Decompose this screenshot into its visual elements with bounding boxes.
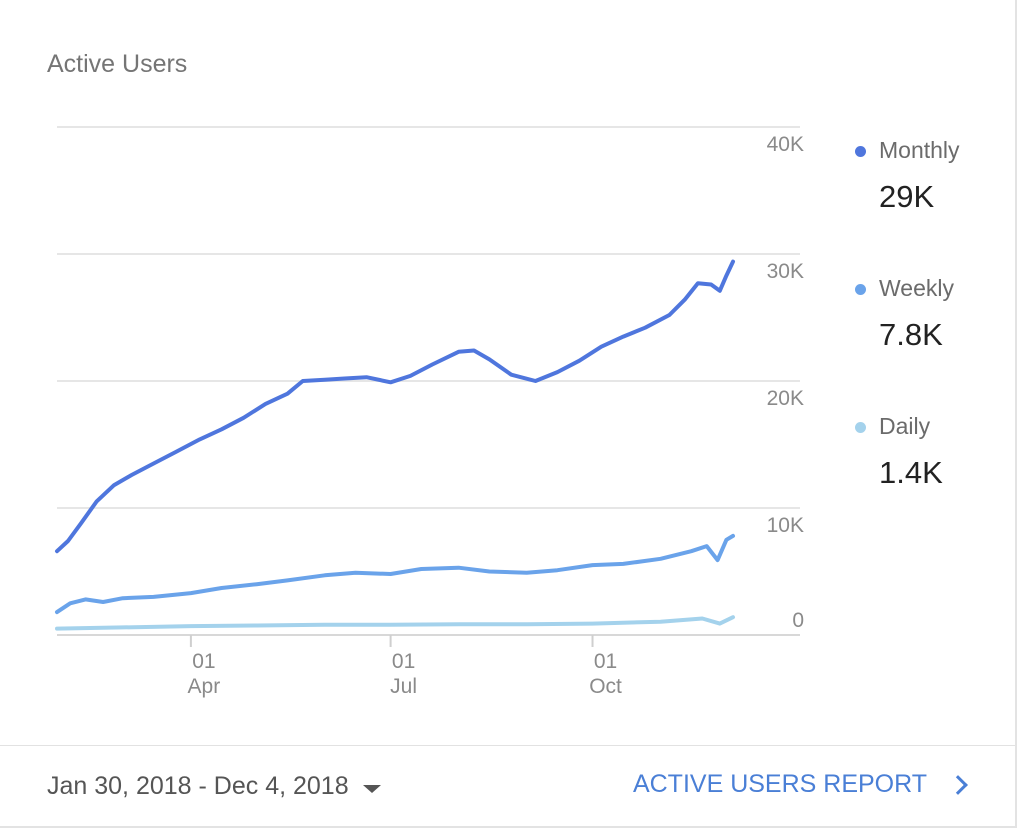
y-tick-label: 40K bbox=[767, 133, 804, 156]
x-tick-month-label: Oct bbox=[589, 675, 622, 698]
x-tick-day-label: 01 bbox=[192, 650, 215, 673]
legend-dot-icon bbox=[855, 284, 866, 295]
series-line-daily bbox=[55, 615, 735, 631]
y-tick-label: 20K bbox=[767, 387, 804, 410]
legend-dot-icon bbox=[855, 146, 866, 157]
x-tick-month-label: Apr bbox=[188, 675, 221, 698]
series-line-monthly bbox=[55, 259, 735, 554]
footer-divider bbox=[0, 745, 1015, 746]
active-users-report-link[interactable]: ACTIVE USERS REPORT bbox=[633, 770, 971, 799]
legend-name: Daily bbox=[879, 413, 931, 439]
x-tick-month-label: Jul bbox=[390, 675, 417, 698]
x-tick-day-label: 01 bbox=[594, 650, 617, 673]
legend-name: Monthly bbox=[879, 137, 960, 163]
legend-value: 1.4K bbox=[879, 455, 943, 490]
legend-value: 7.8K bbox=[879, 317, 943, 352]
caret-down-icon bbox=[362, 784, 381, 793]
report-link-label: ACTIVE USERS REPORT bbox=[632, 770, 927, 798]
legend-value: 29K bbox=[879, 179, 935, 214]
date-range-selector[interactable]: Jan 30, 2018 - Dec 4, 2018 bbox=[47, 772, 381, 801]
y-tick-label: 30K bbox=[767, 260, 804, 283]
legend-name: Weekly bbox=[879, 275, 954, 301]
legend-dot-icon bbox=[855, 422, 866, 433]
card-title: Active Users bbox=[47, 50, 188, 78]
y-tick-label: 0 bbox=[792, 609, 804, 632]
x-tick-day-label: 01 bbox=[392, 650, 415, 673]
series-line-weekly bbox=[55, 533, 735, 615]
date-range-label: Jan 30, 2018 - Dec 4, 2018 bbox=[47, 772, 349, 800]
y-tick-label: 10K bbox=[767, 514, 804, 537]
chevron-right-icon bbox=[948, 774, 968, 795]
